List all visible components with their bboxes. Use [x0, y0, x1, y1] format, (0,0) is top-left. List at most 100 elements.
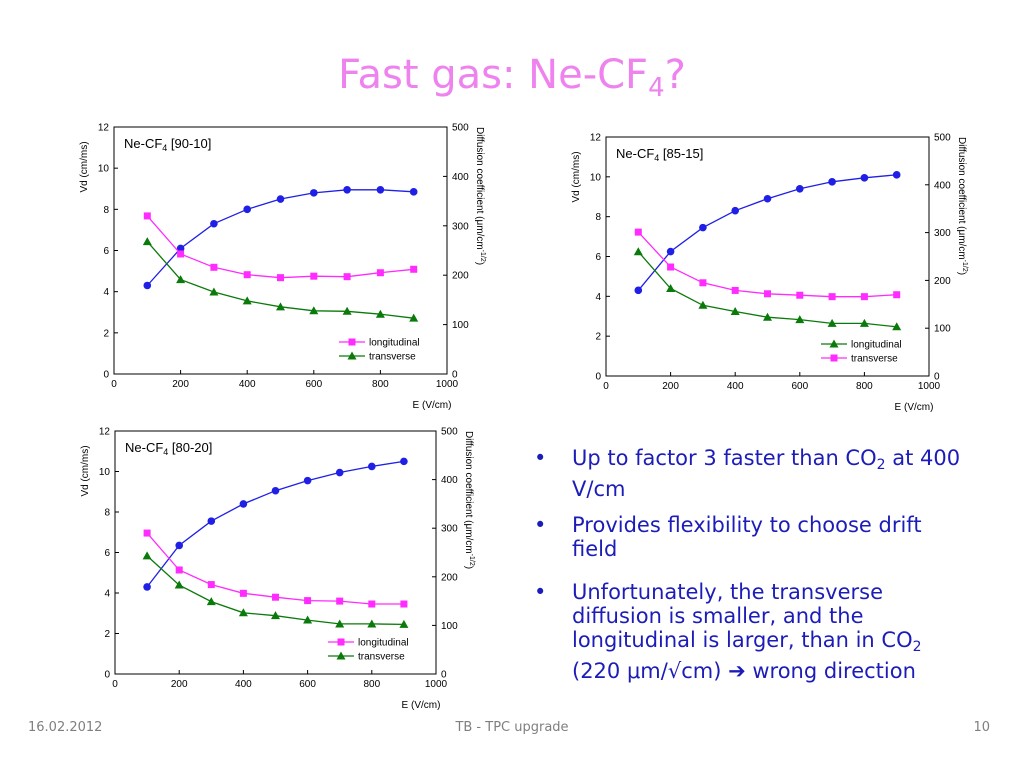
y2-tick-label: 500 — [452, 123, 469, 134]
bullet-text: Up to factor 3 faster than CO — [572, 446, 877, 470]
data-point — [860, 293, 868, 301]
y2-tick-label: 0 — [934, 372, 940, 383]
bullet-dot: • — [534, 446, 547, 470]
data-point — [400, 457, 408, 466]
data-point — [859, 318, 869, 327]
data-point — [143, 583, 151, 591]
y2-tick-label: 300 — [452, 221, 469, 232]
slide-title: Fast gas: Ne-CF4? — [0, 52, 1024, 103]
data-point — [210, 263, 218, 271]
data-point — [335, 468, 344, 477]
series-longitudinal — [143, 529, 408, 608]
panel-label: Ne-CF4 [80-20] — [125, 440, 212, 457]
data-point — [175, 566, 183, 574]
series-longitudinal — [633, 247, 902, 331]
bullet-item: • Provides flexibility to choose drift fi… — [532, 513, 972, 568]
data-point — [238, 608, 248, 617]
data-point — [142, 237, 152, 246]
series-line — [146, 189, 414, 286]
legend-marker — [336, 651, 346, 660]
x-tick-label: 0 — [112, 679, 118, 690]
legend-marker — [830, 354, 838, 362]
data-point — [376, 185, 385, 194]
bullet-list: • Up to factor 3 faster than CO2 at 400 V… — [532, 446, 972, 695]
series-transverse — [634, 228, 901, 301]
data-point — [827, 318, 837, 327]
data-point — [634, 228, 642, 236]
bullet-item: • Unfortunately, the transverse diffusion… — [532, 580, 972, 683]
y-tick-label: 2 — [103, 328, 109, 339]
data-point — [376, 269, 384, 277]
data-point — [177, 250, 185, 258]
y2-axis-label-text: Diffusion coefficient (μm/cm — [463, 431, 474, 554]
data-point — [409, 188, 418, 196]
series-drift-velocity — [143, 457, 408, 591]
data-point — [893, 291, 901, 299]
y2-tick-label: 200 — [934, 276, 951, 287]
data-point — [698, 300, 708, 309]
data-point — [175, 541, 183, 550]
x-tick-label: 1000 — [425, 679, 448, 690]
y-tick-label: 10 — [590, 172, 602, 183]
data-point — [731, 286, 739, 294]
x-tick-label: 0 — [603, 381, 609, 392]
data-point — [303, 476, 312, 485]
legend-marker — [829, 339, 839, 348]
data-point — [271, 486, 280, 495]
data-point — [699, 279, 707, 287]
y2-tick-label: 100 — [452, 320, 469, 331]
series-drift-velocity — [143, 185, 418, 290]
y-tick-label: 4 — [104, 589, 110, 600]
x-tick-label: 1000 — [436, 379, 459, 390]
data-point — [764, 290, 771, 298]
legend-marker — [337, 638, 345, 646]
y2-tick-label: 300 — [441, 524, 458, 535]
data-point — [796, 291, 804, 299]
y-tick-label: 8 — [595, 212, 601, 223]
legend-label: transverse — [369, 352, 416, 363]
y2-tick-label: 200 — [441, 572, 458, 583]
data-point — [795, 315, 805, 324]
panel-label-text: Ne-CF — [125, 440, 163, 455]
data-point — [342, 306, 352, 315]
bullet-item: • Up to factor 3 faster than CO2 at 400 V… — [532, 446, 972, 501]
x-tick-label: 200 — [662, 381, 679, 392]
chart-ne-cf4-90-10: 0 200 400 600 800 100002468101201002003004005… — [79, 123, 486, 412]
x-tick-label: 600 — [305, 379, 322, 390]
data-point — [142, 551, 152, 560]
data-point — [210, 219, 218, 228]
x-tick-label: 800 — [856, 381, 873, 392]
y-tick-label: 4 — [595, 292, 601, 303]
data-point — [206, 597, 216, 606]
x-tick-label: 1000 — [918, 381, 941, 392]
legend-label: longitudinal — [358, 638, 409, 649]
data-point — [634, 286, 643, 295]
data-point — [276, 302, 285, 311]
data-point — [730, 306, 740, 315]
x-tick-label: 400 — [727, 381, 744, 392]
bullet-subscript: 2 — [876, 457, 886, 473]
y2-tick-label: 0 — [441, 670, 447, 681]
y-tick-label: 12 — [99, 427, 111, 438]
y-tick-label: 8 — [103, 205, 109, 216]
y-tick-label: 6 — [595, 252, 601, 263]
data-point — [174, 580, 184, 589]
data-point — [666, 247, 675, 256]
legend-label: transverse — [851, 354, 898, 365]
y2-tick-label: 0 — [452, 370, 458, 381]
data-point — [243, 271, 251, 279]
x-tick-label: 400 — [239, 379, 256, 390]
y2-axis-label-end: ) — [463, 566, 474, 569]
bullet-dot: • — [534, 513, 547, 537]
chart-ne-cf4-80-20: 0 200 400 600 800 100002468101201002003004005… — [80, 427, 475, 712]
bullet-text: Unfortunately, the transverse diffusion … — [572, 580, 913, 652]
panel-label: Ne-CF4 [85-15] — [616, 146, 703, 163]
x-axis-label: E (V/cm) — [402, 700, 441, 711]
x-tick-label: 0 — [111, 379, 117, 390]
data-point — [271, 611, 280, 620]
data-point — [272, 593, 279, 601]
data-point — [343, 185, 351, 194]
data-point — [731, 206, 739, 215]
data-point — [242, 296, 252, 305]
panel-label-end: [85-15] — [659, 146, 703, 161]
